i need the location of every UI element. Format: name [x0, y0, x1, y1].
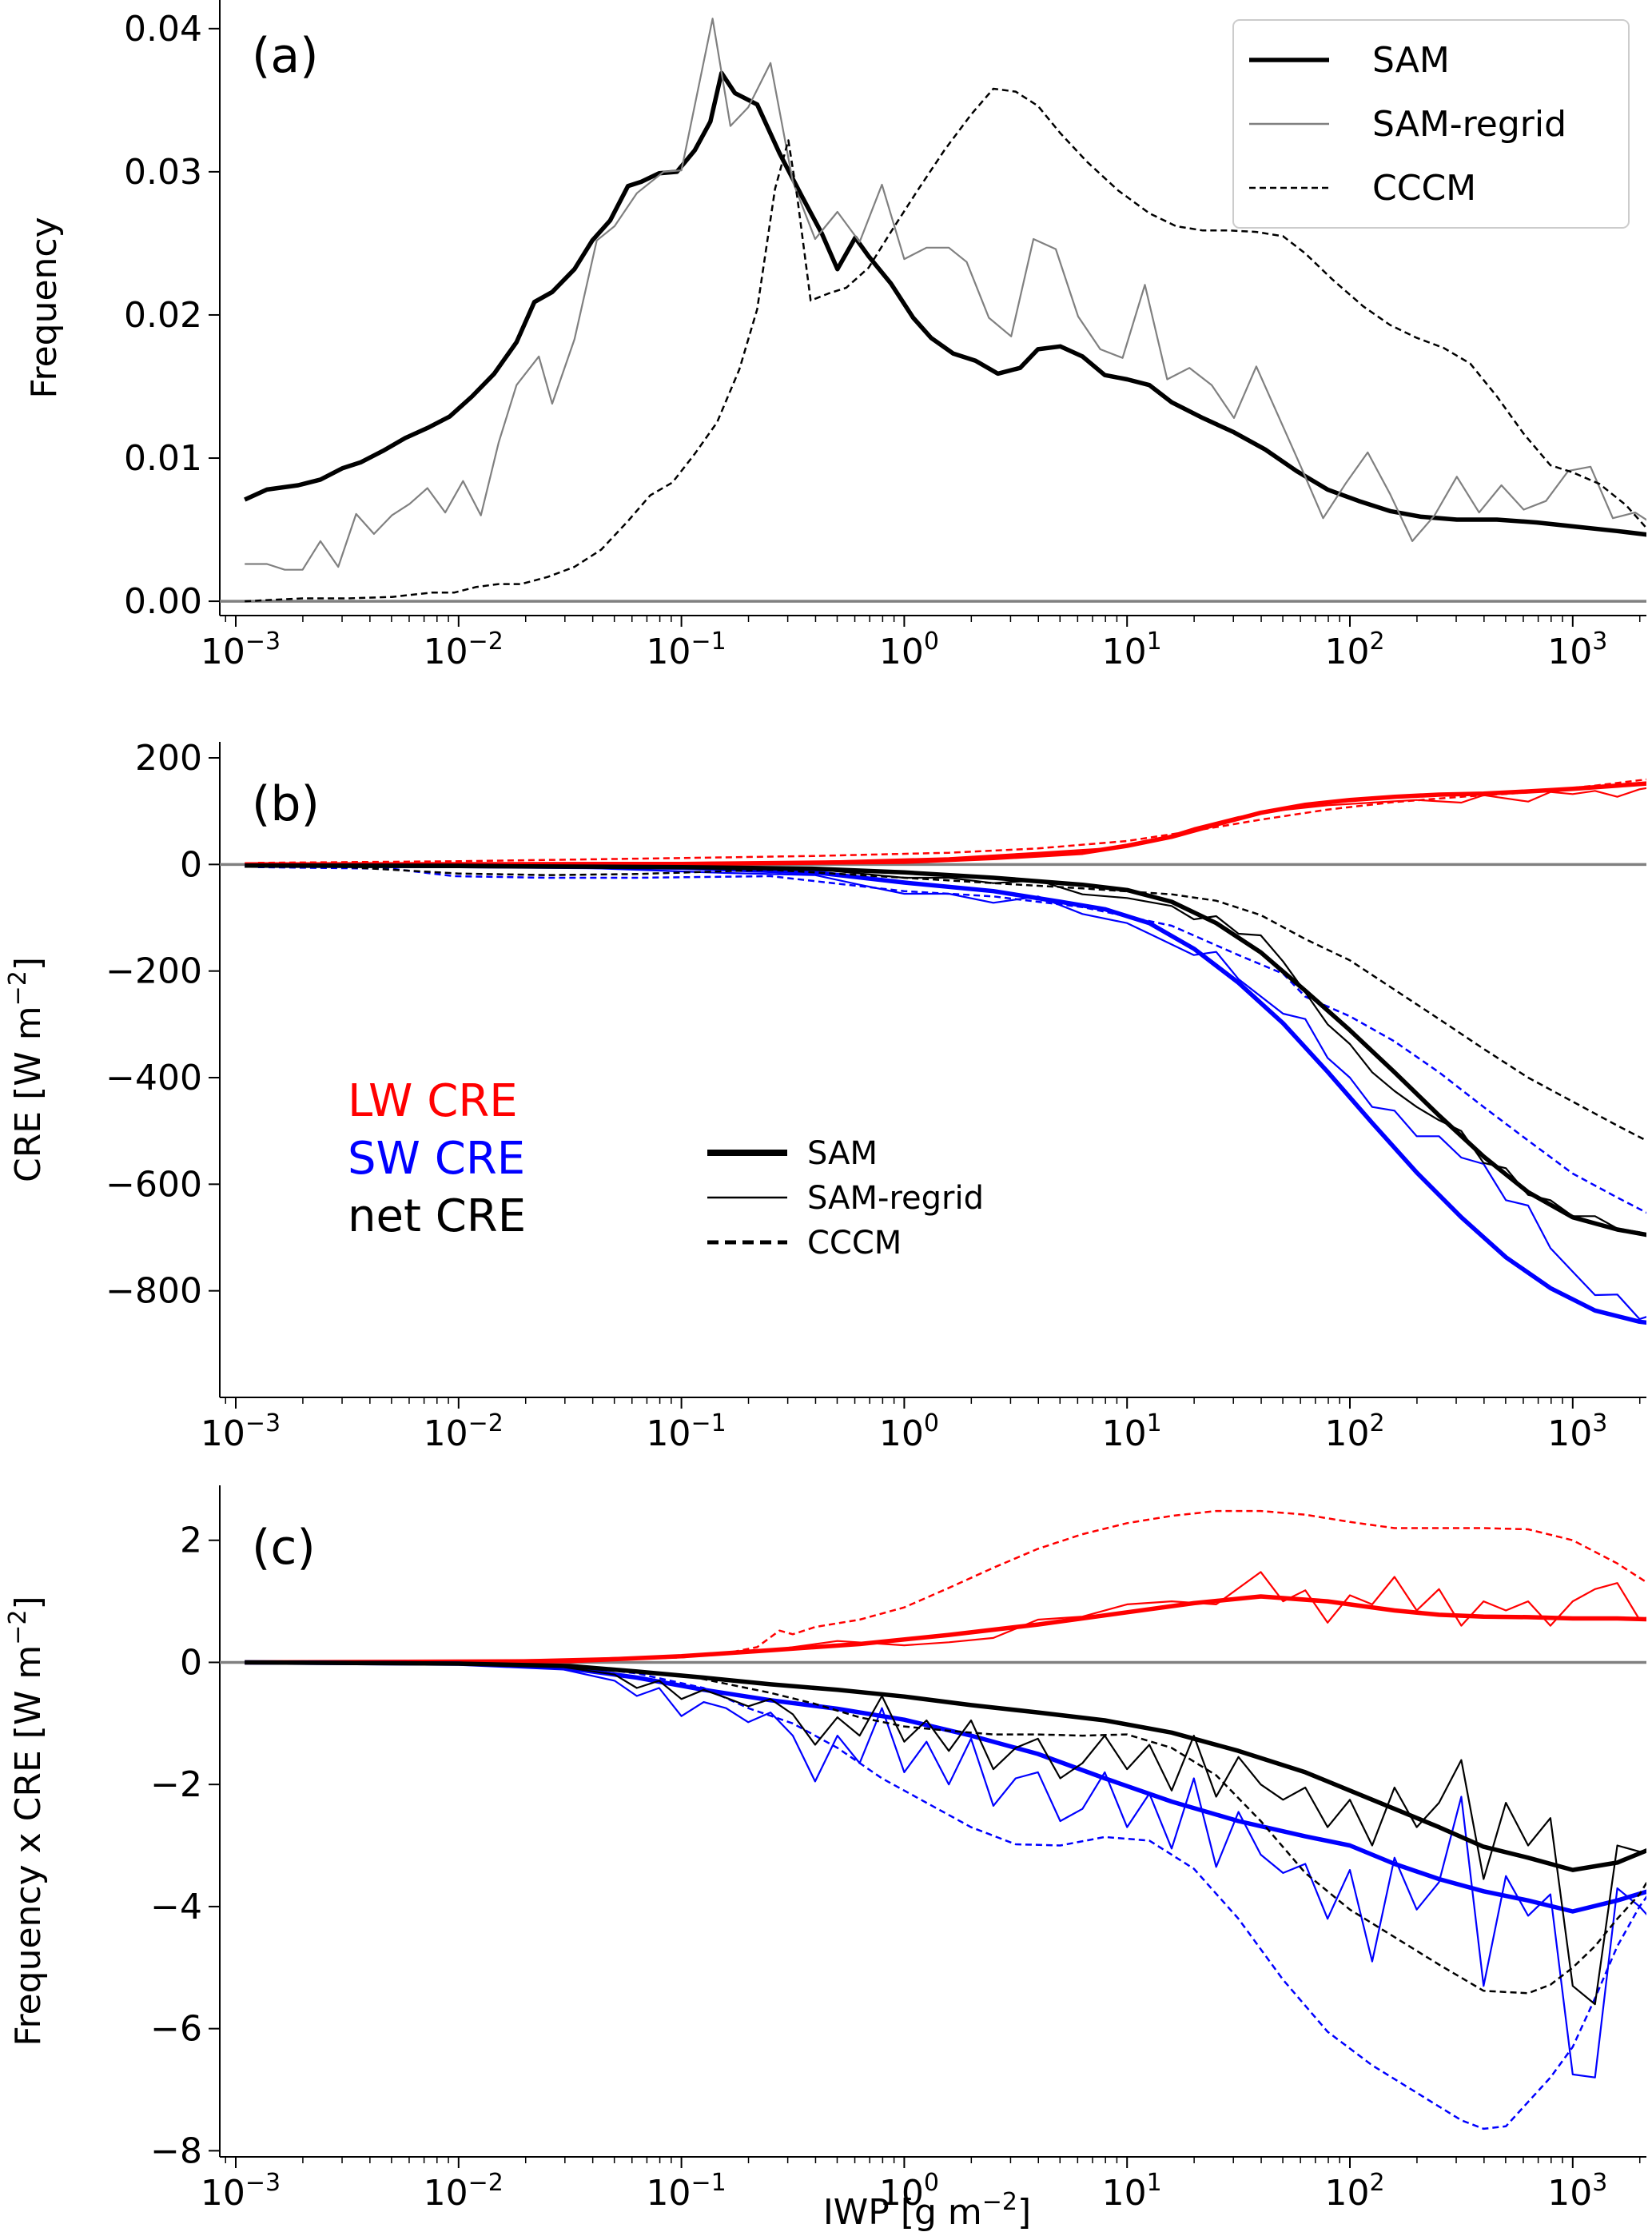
y-tick-label: −800	[105, 1271, 202, 1312]
x-tick-label: 101	[1102, 1409, 1162, 1454]
y-tick-label: 0.01	[124, 438, 202, 479]
y-tick-label: 0	[180, 1642, 202, 1683]
x-tick-label: 10−2	[424, 2169, 504, 2214]
x-tick-label: 103	[1547, 1409, 1607, 1454]
x-tick-label: 101	[1102, 2169, 1162, 2214]
series-line-lw-sam	[245, 781, 1646, 867]
series-line-sw-sam	[245, 863, 1646, 1325]
series-line-net-sam	[245, 1660, 1646, 1872]
y-tick-label: 0.04	[124, 9, 202, 50]
x-tick-label: 100	[879, 1409, 939, 1454]
y-tick-label: −2	[150, 1764, 202, 1805]
x-tick-label: 101	[1102, 628, 1162, 672]
x-tick-label: 10−2	[424, 1409, 504, 1454]
x-tick-label: 102	[1324, 1409, 1384, 1454]
x-tick-label: 10−1	[646, 628, 726, 672]
series-line-sw-cccm	[245, 1661, 1646, 2130]
x-tick-label: 103	[1547, 628, 1607, 672]
x-tick-label: 10−3	[201, 628, 281, 672]
panel-a: 10−310−210−11001011021031040.000.010.020…	[24, 0, 1646, 672]
y-tick-label: −8	[150, 2130, 202, 2171]
legend-label: SAM	[1372, 40, 1450, 81]
legend-label: SAM-regrid	[807, 1180, 984, 1217]
y-axis-label: Frequency x CRE [W m−2]	[4, 1596, 49, 2046]
x-tick-label: 10−2	[424, 628, 504, 672]
y-tick-label: −200	[105, 951, 202, 992]
legend-label: CCCM	[1372, 168, 1476, 209]
color-key-label: SW CRE	[348, 1133, 525, 1185]
y-tick-label: −6	[150, 2009, 202, 2050]
series-line-net-cccm	[245, 1661, 1646, 1995]
x-axis-label: IWP [g m−2]	[823, 2188, 1031, 2232]
series-line-net-cccm	[257, 863, 1646, 1142]
series-line-cccm	[245, 87, 1646, 603]
legend-label: CCCM	[807, 1225, 902, 1261]
y-axis-label: CRE [W m−2]	[4, 957, 49, 1182]
y-tick-label: −600	[105, 1164, 202, 1205]
x-tick-label: 102	[1324, 2169, 1384, 2214]
legend-label: SAM-regrid	[1372, 104, 1566, 145]
y-tick-label: 0.03	[124, 152, 202, 193]
panel-label: (b)	[252, 776, 320, 832]
series-line-net-sam	[245, 863, 1646, 1238]
y-axis-label: Frequency	[24, 217, 65, 398]
legend-label: SAM	[807, 1135, 878, 1172]
y-tick-label: 0	[180, 844, 202, 885]
color-key-label: LW CRE	[348, 1075, 518, 1127]
series-line-lw-sam	[245, 1594, 1646, 1665]
panel-label: (c)	[252, 1520, 316, 1576]
y-tick-label: 2	[180, 1521, 202, 1561]
x-tick-label: 10−3	[201, 2169, 281, 2214]
series-line-sam-regrid	[245, 18, 1646, 571]
y-tick-label: 0.00	[124, 581, 202, 622]
y-tick-label: −400	[105, 1058, 202, 1098]
series-line-lw-cccm	[245, 1509, 1646, 1664]
series-line-sam	[244, 70, 1646, 537]
series-line-net-sam-regrid	[257, 863, 1646, 1237]
legend: SAM SAM-regrid CCCM	[1232, 19, 1630, 229]
x-tick-label: 100	[879, 628, 939, 672]
legend: SAM SAM-regrid CCCM	[707, 1135, 984, 1261]
color-key-label: net CRE	[348, 1190, 526, 1242]
y-tick-label: 200	[135, 738, 202, 779]
panel-b: 10−310−210−11001011021031042000−200−400−…	[4, 738, 1646, 1454]
legend-box	[1232, 19, 1630, 229]
y-tick-label: 0.02	[124, 295, 202, 336]
series-line-net-sam-regrid	[257, 1661, 1646, 2006]
y-tick-label: −4	[150, 1887, 202, 1927]
x-tick-label: 10−1	[646, 1409, 726, 1454]
series-line-lw-sam-regrid	[257, 1571, 1646, 1664]
series-line-sw-sam-regrid	[257, 864, 1646, 1321]
panel-c: 10−310−210−110010110210310420−2−4−6−8Fre…	[4, 1485, 1646, 2232]
x-tick-label: 10−3	[201, 1409, 281, 1454]
series-line-sw-sam-regrid	[257, 1662, 1646, 2079]
series-line-sw-sam	[245, 1660, 1646, 1914]
series-line-lw-cccm	[257, 778, 1646, 864]
x-tick-label: 100	[879, 2169, 939, 2214]
x-tick-label: 10−1	[646, 2169, 726, 2214]
series-line-lw-sam-regrid	[257, 787, 1646, 865]
x-tick-label: 102	[1324, 628, 1384, 672]
x-tick-label: 103	[1547, 2169, 1607, 2214]
panel-label: (a)	[252, 28, 319, 84]
